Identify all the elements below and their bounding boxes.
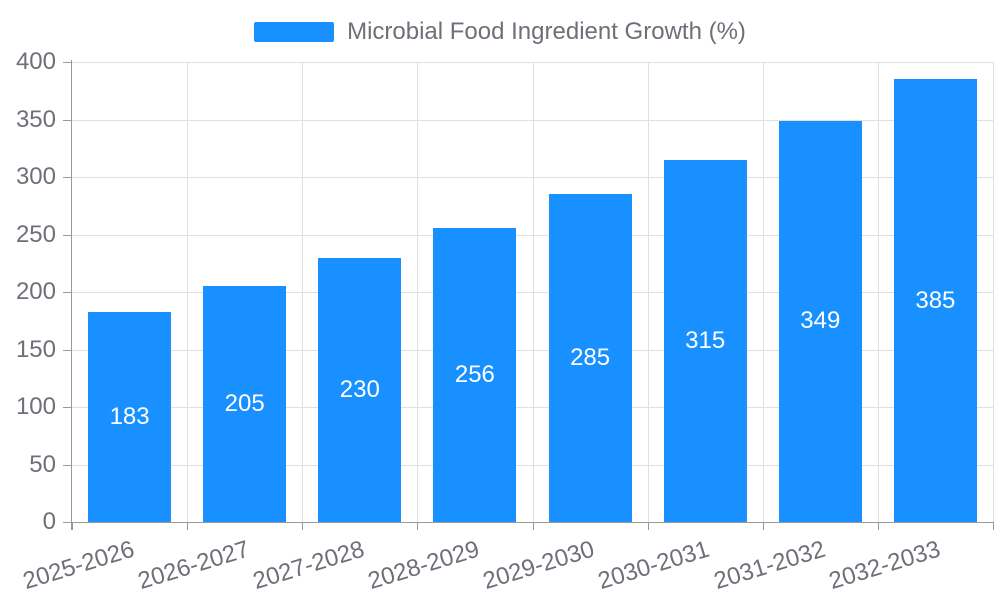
x-axis-tick (187, 522, 189, 530)
y-axis-label: 0 (42, 508, 56, 535)
x-axis-line (63, 522, 993, 523)
bar-value-label: 285 (570, 344, 611, 372)
legend-label: Microbial Food Ingredient Growth (%) (347, 18, 746, 45)
x-axis-tick (417, 522, 419, 530)
x-axis-label: 2032-2033 (825, 535, 944, 595)
x-axis-label: 2026-2027 (134, 535, 253, 595)
bar-value-label: 256 (454, 360, 495, 388)
x-axis-tick (762, 522, 764, 530)
y-axis-label: 200 (15, 278, 56, 305)
x-axis-tick (647, 522, 649, 530)
x-axis-label: 2030-2031 (595, 535, 714, 595)
legend-item[interactable]: Microbial Food Ingredient Growth (%) (0, 20, 1000, 44)
y-axis-label: 150 (15, 335, 56, 363)
y-axis-label: 300 (15, 163, 56, 190)
bar[interactable] (203, 286, 287, 523)
x-axis-label: 2029-2030 (480, 535, 598, 595)
gridline-vertical (877, 62, 879, 522)
y-axis-tick (63, 464, 72, 466)
gridline-vertical (532, 62, 534, 522)
y-axis-tick (63, 62, 72, 63)
bar[interactable] (433, 227, 517, 522)
y-axis-label: 100 (15, 393, 56, 420)
bar[interactable] (548, 194, 632, 523)
y-axis-tick (63, 407, 72, 408)
gridline-vertical (417, 62, 419, 522)
y-axis-tick (63, 119, 72, 121)
x-axis-tick (72, 522, 73, 530)
bar-value-label: 230 (339, 375, 380, 403)
bar[interactable] (893, 79, 977, 523)
x-axis-label: 2028-2029 (365, 535, 483, 595)
bar[interactable] (778, 120, 862, 522)
gridline-vertical (762, 62, 764, 522)
gridline-vertical (993, 62, 994, 522)
gridline-vertical (647, 62, 649, 522)
y-axis-tick (63, 292, 72, 293)
x-axis-label: 2025-2026 (19, 535, 138, 595)
y-axis-tick (63, 177, 72, 178)
y-axis-tick (63, 349, 72, 351)
y-axis-label: 400 (15, 48, 56, 75)
gridline-vertical (187, 62, 189, 522)
gridline-vertical (302, 62, 304, 522)
bar-value-label: 349 (800, 307, 841, 335)
y-axis-tick (63, 522, 72, 523)
bar[interactable] (318, 257, 402, 522)
x-axis-tick (532, 522, 534, 530)
bar-value-label: 183 (109, 402, 150, 430)
y-axis-label: 50 (29, 450, 56, 478)
x-axis-tick (302, 522, 304, 530)
y-axis-line (71, 60, 72, 530)
y-axis-label: 250 (15, 220, 56, 248)
x-axis-label: 2031-2032 (710, 535, 829, 595)
bar-value-label: 205 (224, 390, 265, 418)
y-axis-tick (63, 234, 72, 236)
bar[interactable] (663, 159, 747, 523)
bar[interactable] (88, 311, 172, 522)
x-axis-tick (877, 522, 879, 530)
bar-value-label: 315 (685, 326, 726, 354)
bar-value-label: 385 (915, 286, 956, 314)
x-axis-tick (993, 522, 994, 530)
x-axis-label: 2027-2028 (249, 535, 368, 595)
y-axis-label: 350 (15, 105, 56, 133)
legend-swatch (254, 22, 335, 42)
